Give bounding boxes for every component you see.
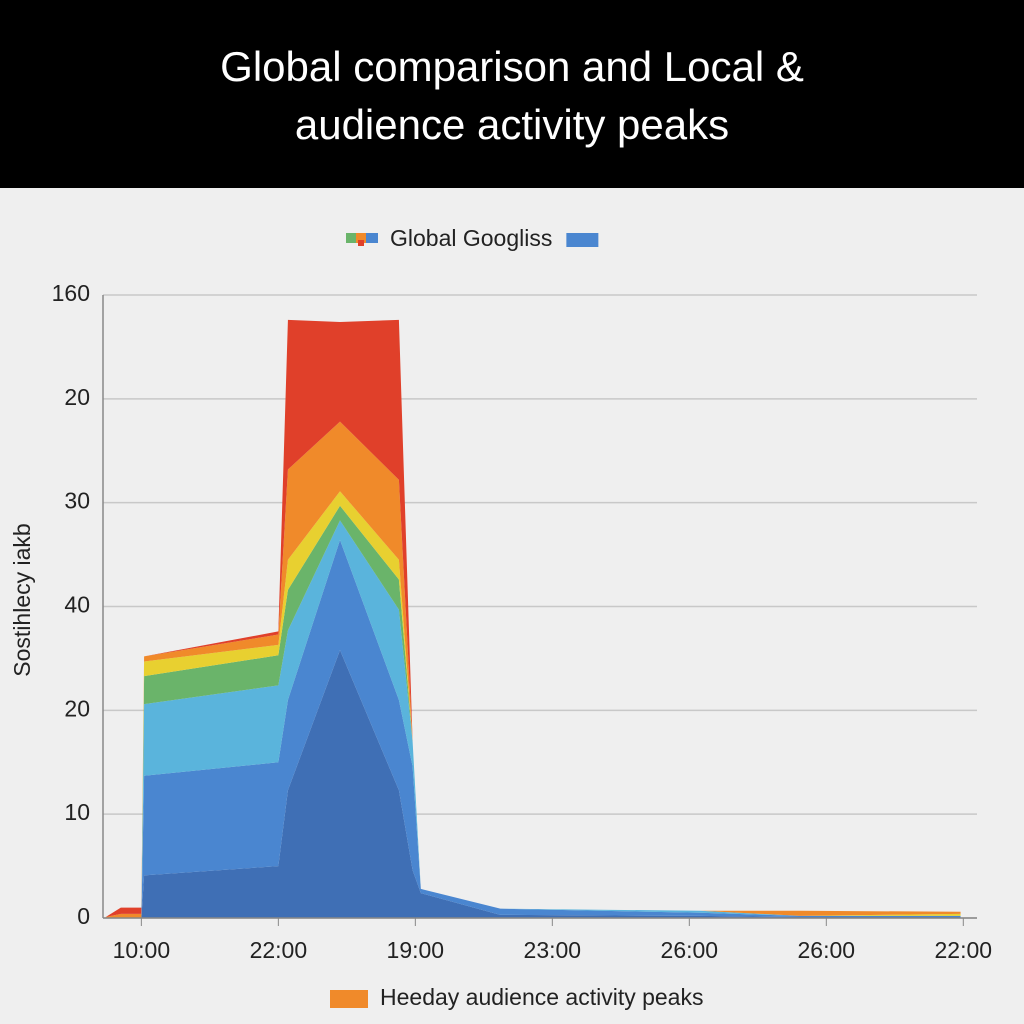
y-tick-label: 40 <box>64 592 90 618</box>
y-tick-label: 20 <box>64 384 90 410</box>
y-tick-label: 0 <box>77 903 90 929</box>
x-tick-label: 10:00 <box>113 937 171 963</box>
y-tick-label: 10 <box>64 799 90 825</box>
legend-icon <box>346 233 378 246</box>
y-tick-label: 20 <box>64 695 90 721</box>
y-tick-label: 30 <box>64 488 90 514</box>
legend-swatch <box>566 233 599 247</box>
area <box>105 520 961 918</box>
legend-swatch <box>330 990 368 1008</box>
y-axis-label: Sostihlecy iakb <box>9 523 35 676</box>
x-tick-label: 19:00 <box>387 937 445 963</box>
x-tick-label: 22:00 <box>935 937 993 963</box>
area <box>105 540 961 918</box>
x-tick-label: 22:00 <box>250 937 308 963</box>
chart: Sostihlecy iakb 0 10 20 40 30 20 160 10:00 22:00… <box>9 225 993 1010</box>
x-tick-label: 26:00 <box>798 937 856 963</box>
legend-label: Heeday audience activity peaks <box>380 984 703 1010</box>
area <box>105 650 961 918</box>
chart-title: Global comparison and Local & audience a… <box>0 0 1024 188</box>
x-tick-label: 26:00 <box>661 937 719 963</box>
y-tick-label: 160 <box>52 280 90 306</box>
legend-label: Global Googliss <box>390 225 552 251</box>
x-tick-label: 23:00 <box>524 937 582 963</box>
